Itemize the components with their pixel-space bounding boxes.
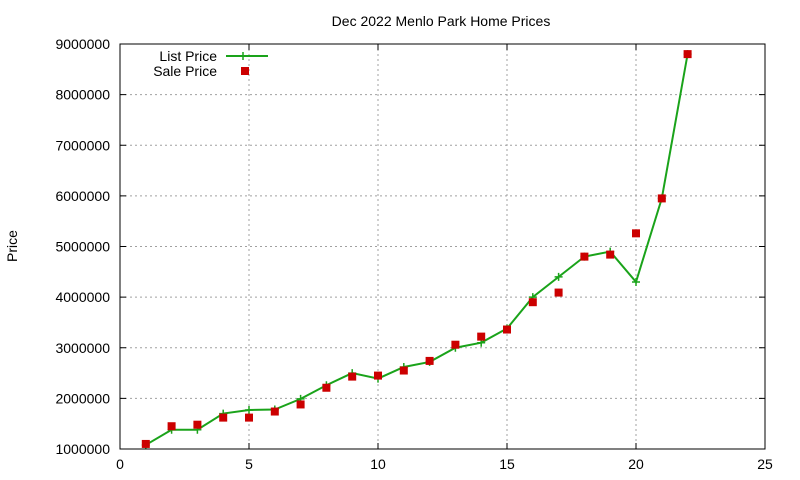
y-tick-label: 9000000 [55,36,110,52]
grid [120,44,765,449]
y-tick-label: 4000000 [55,289,110,305]
sale-price-point [477,332,486,341]
legend-label-list-price: List Price [159,48,217,64]
legend-plus-glyph [239,52,247,60]
sale-price-point [606,250,615,259]
sale-price-point [322,383,331,392]
sale-price-point [425,356,434,365]
y-axis-label: Price [4,230,20,262]
x-tick-label: 5 [245,456,253,472]
x-tick-label: 15 [499,456,515,472]
list-price-line [145,53,689,446]
sale-price-point [270,407,279,416]
plot-series [141,50,692,449]
sale-price-point [632,229,640,238]
x-tick-label: 0 [116,456,124,472]
sale-price-point [399,366,408,375]
legend-marker-list-price [239,52,247,60]
sale-price-point [141,439,150,448]
chart-title: Dec 2022 Menlo Park Home Prices [332,13,551,29]
sale-price-point [657,194,666,203]
list-price-point [632,277,640,286]
sale-price-point [245,413,253,422]
y-tick-label: 3000000 [55,340,110,356]
x-tick-label: 20 [628,456,644,472]
list-price-point [554,272,563,281]
y-tick-label: 2000000 [55,390,110,406]
sale-price-point [219,413,228,422]
sale-price-point [167,422,176,431]
y-tick-label: 5000000 [55,239,110,255]
legend-label-sale-price: Sale Price [153,63,217,79]
sale-price-point [528,298,537,307]
y-tick-label: 1000000 [55,441,110,457]
x-tick-label: 10 [370,456,386,472]
x-tick-label: 25 [757,456,773,472]
legend: List Price Sale Price [153,48,268,79]
y-tick-label: 8000000 [55,87,110,103]
sale-price-point [451,340,460,349]
y-tick-label: 7000000 [55,137,110,153]
sale-price-point [296,400,305,409]
sale-price-point [683,50,692,59]
sale-price-point [348,372,357,381]
sale-price-point [193,420,202,429]
list-price-point [245,406,253,415]
sale-price-point [374,371,382,380]
sale-price-point [580,252,589,261]
legend-marker-sale-price [241,67,249,75]
sale-price-point [554,288,563,297]
y-tick-label: 6000000 [55,188,110,204]
axis-ticks [119,43,766,450]
sale-price-point [503,325,511,334]
tick-labels: 0 5 10 15 20 25 1000000 2000000 3000000 4000000 50… [55,36,773,472]
